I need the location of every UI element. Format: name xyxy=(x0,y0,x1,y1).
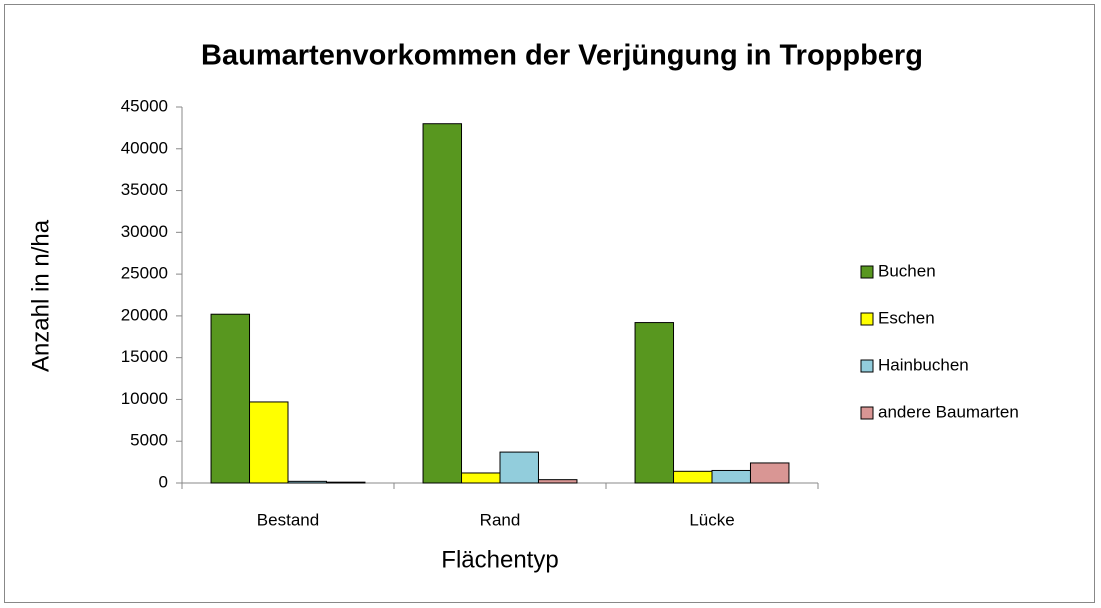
x-tick-label: Rand xyxy=(480,510,521,529)
chart-title: Baumartenvorkommen der Verjüngung in Tro… xyxy=(201,40,923,72)
legend-label: andere Baumarten xyxy=(878,402,1019,421)
bar xyxy=(537,479,578,484)
legend-label: Eschen xyxy=(878,308,935,327)
y-tick-label: 45000 xyxy=(121,96,168,115)
legend-swatch xyxy=(860,406,874,420)
x-tick-label: Lücke xyxy=(689,510,734,529)
y-tick-label: 40000 xyxy=(121,138,168,157)
y-tick-label: 20000 xyxy=(121,305,168,324)
bar xyxy=(249,401,289,484)
bar xyxy=(210,313,251,484)
bar xyxy=(749,462,790,484)
y-tick-label: 5000 xyxy=(130,431,168,450)
bar xyxy=(634,322,675,484)
legend-swatch xyxy=(860,359,874,373)
bar xyxy=(422,123,463,484)
bar xyxy=(287,480,327,484)
legend-label: Hainbuchen xyxy=(878,355,969,374)
bar xyxy=(499,451,539,484)
legend-label: Buchen xyxy=(878,261,936,280)
y-tick-label: 30000 xyxy=(121,222,168,241)
legend-swatch xyxy=(860,265,874,279)
chart-border xyxy=(4,4,1095,603)
bar xyxy=(461,472,501,484)
y-tick-label: 10000 xyxy=(121,389,168,408)
y-axis-title: Anzahl in n/ha xyxy=(27,219,54,372)
bar xyxy=(673,470,713,484)
legend-swatch xyxy=(860,312,874,326)
bar xyxy=(711,469,751,484)
y-tick-label: 35000 xyxy=(121,180,168,199)
x-axis-title: Flächentyp xyxy=(441,546,558,573)
bar xyxy=(325,481,366,484)
y-tick-label: 0 xyxy=(159,472,168,491)
x-tick-label: Bestand xyxy=(257,510,319,529)
y-tick-label: 25000 xyxy=(121,264,168,283)
y-tick-label: 15000 xyxy=(121,347,168,366)
